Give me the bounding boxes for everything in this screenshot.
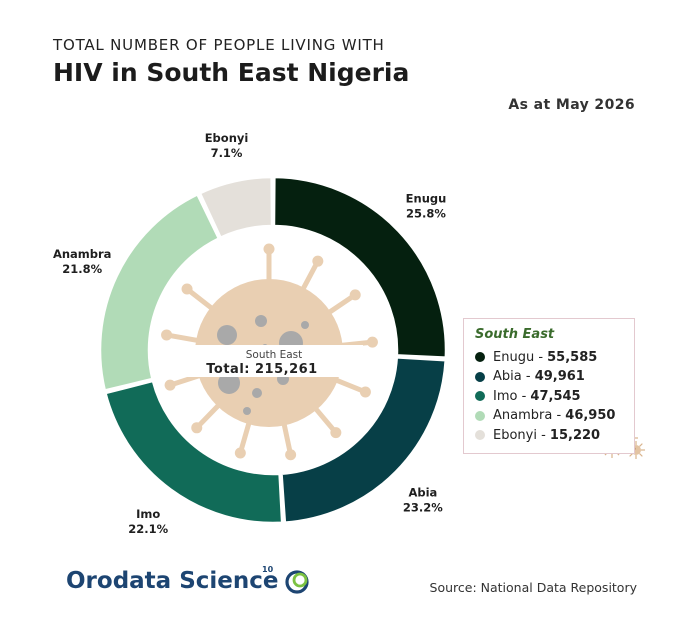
slice-label-enugu: Enugu: [406, 192, 447, 206]
slice-abia: [280, 356, 448, 524]
logo-superscript: 10: [262, 565, 274, 574]
donut-slices: [98, 175, 448, 525]
legend-box: South East Enugu - 55,585 Abia - 49,961 Im…: [463, 318, 635, 454]
slice-imo: [103, 379, 284, 525]
legend-value: 15,220: [549, 427, 601, 443]
legend-value: 55,585: [547, 349, 598, 365]
legend-title: South East: [475, 327, 555, 342]
legend-swatch: [475, 371, 485, 382]
orodata-logo: Orodata Science: [66, 568, 310, 594]
legend-value: 47,545: [530, 388, 581, 404]
center-region-label: South East: [246, 349, 303, 361]
legend-swatch: [475, 430, 485, 440]
legend-name: Imo -: [493, 388, 531, 404]
slice-label-ebonyi: Ebonyi: [205, 131, 249, 145]
date-label: As at May 2026: [508, 97, 635, 113]
legend-value: 49,961: [534, 369, 585, 384]
legend-item-anambra: Anambra - 46,950: [475, 407, 615, 425]
logo-mark-icon: [284, 568, 310, 594]
legend-name: Ebonyi -: [493, 427, 550, 443]
slice-percent-ebonyi: 7.1%: [211, 146, 243, 160]
legend-name: Abia -: [493, 369, 535, 384]
legend-name: Enugu -: [493, 349, 548, 365]
center-total-label: Total: 215,261: [206, 362, 317, 377]
legend-item-abia: Abia - 49,961: [475, 368, 585, 386]
center-label-band: [185, 345, 363, 377]
legend-name: Anambra -: [493, 408, 566, 423]
slice-percent-enugu: 25.8%: [406, 207, 446, 221]
legend-value: 46,950: [565, 408, 616, 423]
legend-item-ebonyi: Ebonyi - 15,220: [475, 426, 600, 444]
slice-percent-imo: 22.1%: [128, 522, 168, 536]
chart-title: HIV in South East Nigeria: [53, 58, 410, 87]
slice-anambra: [98, 192, 221, 392]
legend-item-imo: Imo - 47,545: [475, 387, 581, 405]
slice-ebonyi: [198, 175, 274, 240]
source-note: Source: National Data Repository: [429, 580, 637, 595]
legend-swatch: [475, 352, 485, 362]
legend-swatch: [475, 391, 485, 401]
chart-pretitle: TOTAL NUMBER OF PEOPLE LIVING WITH: [53, 36, 385, 54]
legend-swatch: [475, 410, 485, 421]
slice-label-abia: Abia: [408, 486, 437, 500]
legend-item-enugu: Enugu - 55,585: [475, 348, 597, 366]
slice-label-imo: Imo: [136, 507, 160, 521]
slice-enugu: [272, 175, 448, 359]
logo-text: Orodata Science: [66, 568, 279, 594]
slice-percent-abia: 23.2%: [403, 501, 443, 515]
slice-percent-anambra: 21.8%: [62, 262, 102, 276]
slice-label-anambra: Anambra: [53, 247, 112, 261]
